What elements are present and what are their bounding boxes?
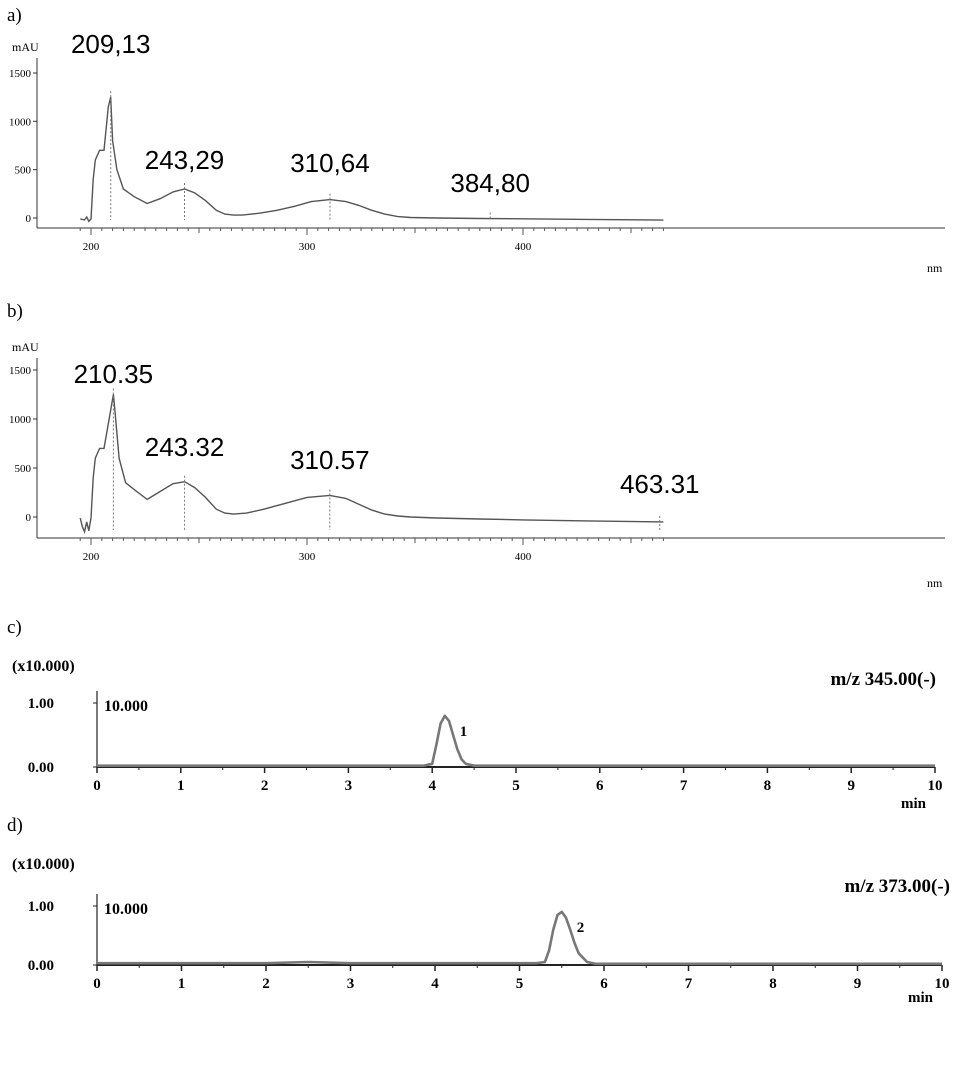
y-tick-label-a: 1500 (9, 68, 32, 80)
peak-label-a: 243,29 (145, 145, 225, 175)
y-tick-label-c: 0.00 (28, 760, 54, 776)
x-tick-label-c: 5 (512, 778, 520, 794)
y-tick-label-c: 1.00 (28, 696, 54, 712)
y-tick-label-d: 1.00 (28, 899, 54, 915)
intensity-label-c: 10.000 (104, 698, 148, 715)
y-tick-label-b: 500 (15, 463, 32, 475)
x-tick-label-b: 400 (515, 551, 532, 563)
y-tick-label-a: 0 (26, 213, 32, 225)
uv-spectrum-a: mAU nm 0 500 1000 1500 200 300 400 209,13 243,29… (9, 29, 945, 275)
mz-label-d: m/z 373.00(-) (844, 876, 950, 897)
intensity-label-d: 10.000 (104, 901, 148, 918)
peak-label-b: 310.57 (290, 445, 370, 475)
x-tick-label-b: 200 (83, 551, 100, 563)
x-tick-label-c: 9 (847, 778, 855, 794)
ms-chromatogram-c: (x10.000) 10.000 m/z 345.00(-) min 0.00 1… (12, 658, 943, 812)
panel-label-a: a) (7, 5, 22, 26)
y-tick-label-a: 1000 (9, 116, 32, 128)
mz-label-c: m/z 345.00(-) (830, 669, 936, 690)
x-tick-label-a: 400 (515, 241, 532, 253)
x-tick-label-a: 200 (83, 241, 100, 253)
x-tick-label-d: 6 (600, 976, 608, 992)
y-tick-label-b: 1500 (9, 365, 32, 377)
x-tick-label-c: 6 (596, 778, 604, 794)
panel-label-c: c) (7, 617, 22, 638)
y-tick-label-d: 0.00 (28, 958, 54, 974)
peak-label-b: 210.35 (74, 359, 154, 389)
peak-label-a: 310,64 (290, 148, 370, 178)
peak-label-b: 463.31 (620, 469, 700, 499)
y-tick-label-a: 500 (15, 165, 32, 177)
x-tick-label-d: 1 (178, 976, 186, 992)
peak-number-c: 1 (460, 724, 468, 740)
x-unit-a: nm (927, 261, 943, 275)
uv-spectrum-b: mAU nm 0 500 1000 1500 200 300 400 210.35 243.32… (9, 340, 945, 590)
chromatogram-line-c (97, 714, 935, 768)
x-tick-label-d: 9 (854, 976, 862, 992)
x-tick-label-d: 7 (685, 976, 693, 992)
x-tick-label-c: 0 (93, 778, 101, 794)
x-tick-label-c: 1 (177, 778, 185, 794)
peak-label-b: 243.32 (145, 432, 225, 462)
chromatogram-line-d (97, 910, 942, 966)
x-tick-label-c: 4 (428, 778, 436, 794)
x-tick-label-a: 300 (299, 241, 316, 253)
peak-label-a: 384,80 (450, 168, 530, 198)
spectrum-line-a (80, 97, 664, 223)
ms-chromatogram-d: (x10.000) 10.000 m/z 373.00(-) min 0.00 1… (12, 856, 950, 1006)
x-tick-label-d: 8 (769, 976, 777, 992)
x-unit-d: min (908, 990, 934, 1006)
peak-number-d: 2 (577, 920, 585, 936)
x-tick-label-d: 2 (262, 976, 270, 992)
x-tick-label-c: 7 (680, 778, 688, 794)
panel-label-d: d) (7, 815, 23, 836)
spectrum-line-b (79, 394, 664, 534)
x-tick-label-c: 10 (928, 778, 943, 794)
x-tick-label-d: 4 (431, 976, 439, 992)
x-tick-label-d: 0 (93, 976, 101, 992)
multiplier-d: (x10.000) (12, 856, 75, 873)
x-tick-label-d: 5 (516, 976, 524, 992)
x-unit-b: nm (927, 576, 943, 590)
multiplier-c: (x10.000) (12, 658, 75, 675)
x-tick-label-b: 300 (299, 551, 316, 563)
x-tick-label-c: 3 (345, 778, 353, 794)
x-tick-label-c: 2 (261, 778, 269, 794)
y-tick-label-b: 0 (26, 512, 32, 524)
x-tick-label-d: 10 (935, 976, 950, 992)
y-unit-b: mAU (12, 340, 39, 354)
peak-label-a: 209,13 (71, 29, 151, 59)
panel-label-b: b) (7, 301, 23, 322)
x-tick-label-c: 8 (764, 778, 772, 794)
y-unit-a: mAU (12, 40, 39, 54)
x-unit-c: min (901, 796, 927, 812)
y-tick-label-b: 1000 (9, 414, 32, 426)
x-tick-label-d: 3 (347, 976, 355, 992)
